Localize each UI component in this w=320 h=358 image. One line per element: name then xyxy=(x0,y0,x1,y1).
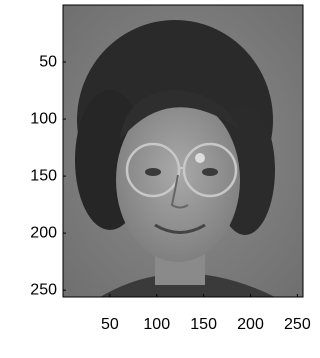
y-tick-label: 250 xyxy=(30,281,57,298)
x-tick-label: 150 xyxy=(190,316,217,333)
x-tick-label: 200 xyxy=(237,316,264,333)
photo xyxy=(63,5,303,297)
page: 5010015020025050100150200250 (() => { co… xyxy=(0,0,320,358)
x-tick-label: 50 xyxy=(101,316,119,333)
x-tick-label: 100 xyxy=(143,316,170,333)
y-tick-label: 50 xyxy=(39,53,57,70)
y-tick-label: 200 xyxy=(30,224,57,241)
y-tick-label: 100 xyxy=(30,110,57,127)
y-tick-label: 150 xyxy=(30,167,57,184)
x-tick-label: 250 xyxy=(284,316,311,333)
figure: 50 100 150 200 250 50 100 150 200 250 xyxy=(0,0,317,358)
